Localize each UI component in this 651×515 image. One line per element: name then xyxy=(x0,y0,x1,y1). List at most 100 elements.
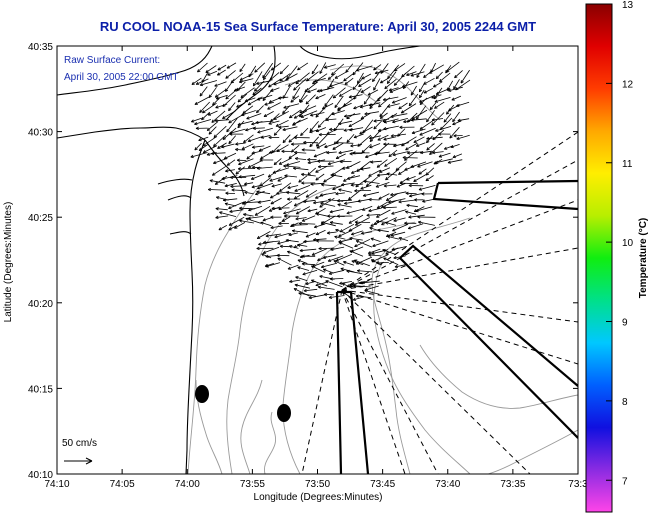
current-vector xyxy=(335,153,346,159)
current-vector xyxy=(379,112,388,119)
x-tick-label: 73:35 xyxy=(500,479,525,490)
depth-contour-11 xyxy=(240,379,263,474)
current-vector xyxy=(313,151,328,158)
current-vector xyxy=(327,255,344,262)
current-vector xyxy=(273,127,282,136)
current-vector xyxy=(273,110,289,120)
current-vector xyxy=(307,88,317,93)
current-vector xyxy=(435,126,452,132)
current-vector xyxy=(335,228,345,234)
current-vector xyxy=(404,165,415,171)
current-vector xyxy=(247,160,263,168)
current-vector xyxy=(305,94,316,105)
current-vector xyxy=(328,269,345,275)
current-vector xyxy=(384,78,397,90)
current-vector xyxy=(315,229,326,236)
current-vector xyxy=(423,87,434,94)
x-tick-label: 74:10 xyxy=(44,479,69,490)
current-vector xyxy=(348,94,363,99)
current-vector xyxy=(252,165,262,170)
current-vector xyxy=(191,77,202,85)
current-vector xyxy=(324,143,335,149)
current-vector xyxy=(199,86,208,97)
current-vector xyxy=(251,145,265,149)
lower-bay-shore xyxy=(225,46,276,121)
current-vector xyxy=(367,89,379,96)
current-vector xyxy=(207,70,218,76)
current-vector xyxy=(244,97,256,103)
current-vector xyxy=(301,254,316,258)
depth-contour-12 xyxy=(263,411,277,474)
current-vector xyxy=(190,152,208,159)
current-vector xyxy=(422,198,436,203)
depth-contour-6 xyxy=(419,344,578,409)
current-vector xyxy=(382,96,399,102)
current-vector xyxy=(317,285,335,290)
current-vector xyxy=(373,118,390,123)
current-vector xyxy=(341,291,352,299)
current-vector xyxy=(206,121,219,131)
current-vector xyxy=(305,189,318,198)
current-vector xyxy=(358,78,372,87)
current-vector xyxy=(332,142,344,150)
current-vector xyxy=(338,241,354,249)
current-vector xyxy=(417,220,435,226)
current-vector xyxy=(352,78,363,90)
current-vector xyxy=(260,135,271,139)
current-vector xyxy=(339,159,352,164)
current-vector xyxy=(254,205,271,216)
current-vector xyxy=(315,94,326,100)
current-vector xyxy=(390,133,407,138)
current-vector xyxy=(398,237,409,242)
current-vector xyxy=(236,102,245,108)
current-vector xyxy=(329,221,343,225)
current-vector xyxy=(385,221,397,226)
current-vector xyxy=(283,208,301,215)
current-vector xyxy=(290,144,300,153)
current-vector xyxy=(457,118,470,122)
current-vector xyxy=(237,120,253,126)
current-vector xyxy=(388,149,398,158)
current-vector xyxy=(256,94,273,101)
current-vector xyxy=(349,250,364,257)
current-vector xyxy=(435,87,451,95)
current-vector xyxy=(251,150,264,155)
current-vector xyxy=(453,79,460,90)
current-vector xyxy=(353,104,364,110)
current-vector xyxy=(286,190,301,195)
current-vector xyxy=(213,157,228,165)
current-vector xyxy=(256,231,271,239)
current-vector xyxy=(295,217,307,221)
x-tick-label: 73:3 xyxy=(568,479,588,490)
chart-title: RU COOL NOAA-15 Sea Surface Temperature:… xyxy=(100,19,536,34)
current-vector xyxy=(376,201,389,209)
depth-contour-4 xyxy=(371,217,471,474)
current-vector xyxy=(439,72,451,83)
current-vector xyxy=(454,70,463,79)
current-vector xyxy=(460,69,470,84)
current-vector xyxy=(376,159,388,168)
beam-3 xyxy=(341,199,578,291)
current-vector xyxy=(283,164,301,168)
current-vector xyxy=(201,111,210,121)
current-vector xyxy=(214,175,228,185)
current-vector xyxy=(366,213,381,217)
current-vector xyxy=(199,101,210,113)
current-vector xyxy=(325,117,337,122)
current-vector xyxy=(389,85,406,93)
current-vector xyxy=(383,125,399,131)
current-vector xyxy=(418,185,436,191)
current-vector xyxy=(447,159,463,164)
current-vector xyxy=(260,221,272,227)
current-vector xyxy=(208,187,226,192)
current-vector xyxy=(330,173,343,178)
current-vector xyxy=(396,183,406,188)
y-tick-label: 40:25 xyxy=(28,213,53,224)
current-vector xyxy=(285,238,299,243)
current-vector xyxy=(434,97,451,103)
current-vector xyxy=(278,125,289,129)
current-vector xyxy=(217,64,227,71)
current-vector xyxy=(215,215,229,219)
current-vector xyxy=(241,110,256,117)
current-vector xyxy=(354,259,370,267)
